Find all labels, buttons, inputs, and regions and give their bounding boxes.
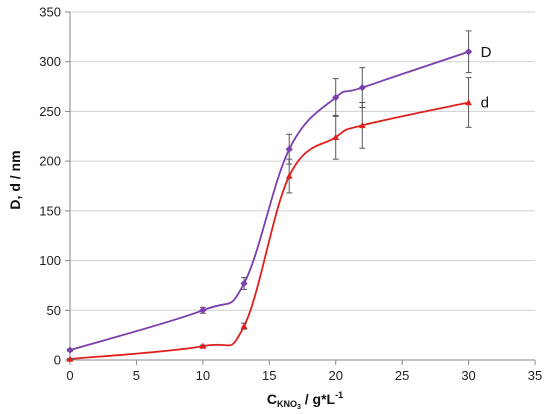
series-D: D [66, 30, 492, 354]
point-D-0 [66, 346, 74, 354]
xtick-label-10: 10 [196, 368, 210, 383]
xtick-label-30: 30 [461, 368, 475, 383]
point-D-4 [332, 93, 340, 102]
series-line-d [69, 101, 469, 360]
x-axis-title-sub2: 3 [297, 404, 301, 411]
point-d-0 [66, 355, 74, 362]
x-axis-title-rest: / g*L [301, 391, 336, 407]
tick-labels: 0 50 100 150 200 250 300 350 0 5 10 15 20 25 30 35 [39, 5, 542, 384]
point-d-1 [199, 342, 207, 349]
ytick-label-50: 50 [47, 303, 61, 318]
point-d-4 [332, 133, 340, 140]
ytick-label-0: 0 [54, 353, 61, 368]
x-axis-title-sub: KNO [277, 399, 297, 409]
point-D-1 [199, 306, 207, 314]
point-d-2 [240, 322, 248, 329]
ytick-label-150: 150 [39, 203, 61, 218]
x-axis-title: CKNO3 / g*L-1 [267, 390, 343, 411]
x-axis-title-base: C [267, 391, 277, 407]
ytick-label-200: 200 [39, 154, 61, 169]
xtick-label-25: 25 [395, 368, 409, 383]
series-layer: Dd [66, 30, 492, 362]
series-label-d: d [481, 94, 489, 111]
xtick-label-0: 0 [66, 368, 73, 383]
point-D-3 [285, 145, 293, 153]
xtick-label-20: 20 [328, 368, 342, 383]
ytick-label-350: 350 [39, 5, 61, 20]
point-d-6 [465, 99, 472, 106]
series-label-D: D [481, 44, 492, 61]
ytick-label-250: 250 [39, 104, 61, 119]
point-D-6 [464, 48, 473, 56]
axes [65, 11, 536, 365]
point-d-5 [358, 121, 366, 129]
series-line-D [69, 50, 469, 351]
point-d-3 [285, 172, 293, 179]
point-D-5 [358, 83, 366, 92]
xtick-label-35: 35 [528, 368, 542, 383]
xtick-label-5: 5 [133, 368, 140, 383]
series-d: d [66, 77, 489, 362]
xtick-label-15: 15 [262, 368, 276, 383]
x-axis-title-sup: -1 [335, 390, 343, 400]
ytick-label-100: 100 [39, 253, 61, 268]
y-axis-title: D, d / nm [7, 150, 23, 209]
ytick-label-300: 300 [39, 54, 61, 69]
gridlines [70, 11, 535, 311]
point-D-2 [240, 279, 248, 288]
